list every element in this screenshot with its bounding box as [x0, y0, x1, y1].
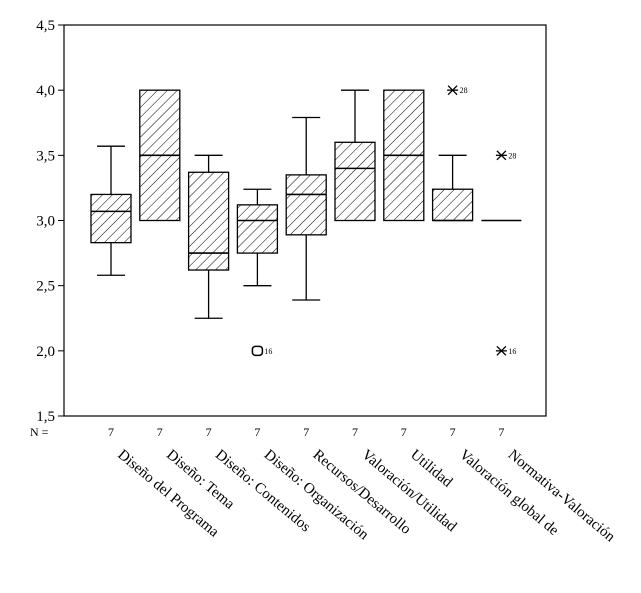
n-value: 7	[108, 425, 114, 439]
outliers-layer: 16 28 28 16	[251, 85, 516, 357]
n-value: 7	[450, 425, 456, 439]
box-iqr	[236, 204, 279, 254]
outlier-label: 16	[264, 347, 272, 356]
box-group	[187, 154, 230, 319]
n-value: 7	[401, 425, 407, 439]
outlier-label: 28	[508, 151, 516, 160]
y-tick-label: 2,5	[36, 279, 55, 295]
y-tick-label: 1,5	[36, 409, 55, 425]
outlier-point: 28	[447, 85, 468, 95]
outlier-label: 28	[460, 86, 468, 95]
y-tick-label: 2,0	[36, 344, 55, 360]
box-group	[90, 145, 132, 276]
box-group	[383, 89, 425, 222]
n-value: 7	[254, 425, 260, 439]
n-value: 7	[157, 425, 163, 439]
y-axis: 1,5 2,0 2,5 3,0 3,5 4,0 4,5	[36, 18, 64, 425]
box-iqr	[285, 174, 327, 236]
box-iqr	[90, 193, 132, 244]
y-tick-label: 3,5	[36, 148, 55, 164]
n-label: N =	[30, 425, 49, 439]
n-value: 7	[303, 425, 309, 439]
box-group	[139, 89, 181, 222]
outlier-circle-marker	[251, 345, 264, 357]
n-value: 7	[352, 425, 358, 439]
n-values-row: 7 7 7 7 7 7 7 7 7	[108, 425, 504, 439]
boxes-layer	[90, 89, 522, 319]
outlier-point: 28	[495, 150, 516, 160]
box-group	[236, 188, 279, 287]
box-iqr	[334, 141, 376, 222]
box-group	[334, 89, 376, 222]
y-tick-label: 4,5	[36, 18, 55, 34]
box-iqr	[187, 171, 230, 271]
n-value: 7	[498, 425, 504, 439]
box-group	[431, 154, 474, 222]
y-tick-label: 3,0	[36, 214, 55, 230]
box-group	[285, 116, 327, 301]
outlier-point: 16	[495, 345, 516, 356]
n-value: 7	[206, 425, 212, 439]
outlier-label: 16	[508, 347, 516, 356]
outlier-point: 16	[251, 345, 272, 357]
box-iqr	[431, 188, 474, 222]
y-tick-label: 4,0	[36, 83, 55, 99]
